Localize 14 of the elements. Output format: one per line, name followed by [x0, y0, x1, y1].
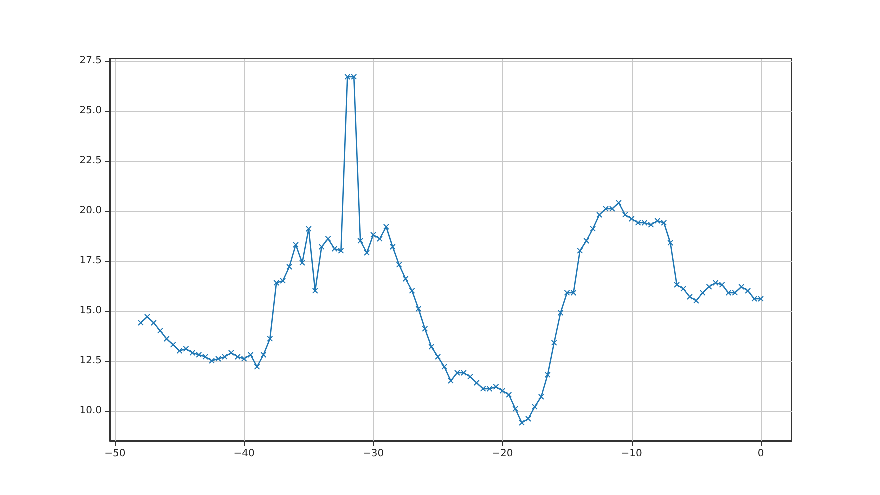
x-tick-label: −30 — [362, 448, 384, 460]
x-tick-label: −40 — [234, 448, 255, 460]
x-tick-label: −20 — [492, 448, 514, 460]
y-tick-label: 22.5 — [80, 156, 102, 166]
y-tick-label: 15.0 — [80, 306, 102, 316]
y-tick-label: 25.0 — [80, 106, 102, 116]
x-tick-label: −10 — [621, 448, 642, 460]
y-tick-label: 17.5 — [80, 256, 102, 266]
x-tick-label: 0 — [758, 448, 764, 460]
y-tick-label: 20.0 — [80, 206, 102, 216]
y-tick-label: 10.0 — [80, 406, 102, 416]
x-tick-label: −50 — [104, 448, 126, 460]
y-tick-label: 27.5 — [80, 56, 102, 66]
y-tick-label: 12.5 — [80, 356, 102, 366]
